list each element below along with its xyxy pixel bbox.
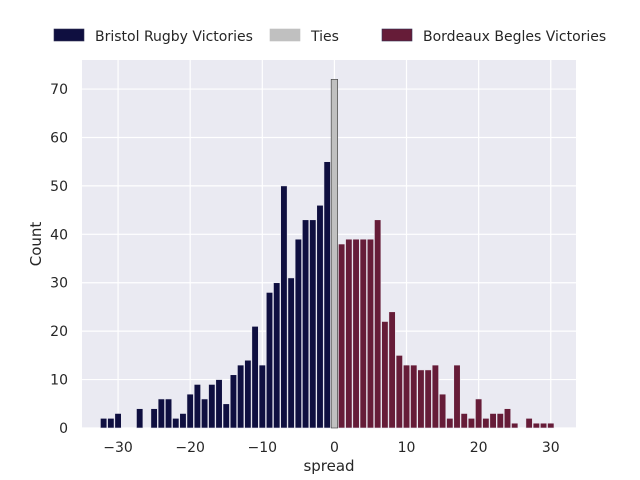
bar-bordeaux (540, 422, 548, 429)
x-axis-label: spread (303, 457, 354, 475)
bar-bristol (229, 374, 237, 429)
bar-bordeaux (338, 243, 346, 429)
bar-bristol (273, 282, 281, 429)
bar-bordeaux (417, 369, 425, 429)
bar-bordeaux (460, 413, 468, 429)
bar-bordeaux (381, 321, 389, 429)
bar-bordeaux (532, 422, 540, 429)
bar-bristol (287, 277, 295, 429)
y-tick-label: 30 (50, 276, 68, 292)
y-tick-label: 60 (50, 130, 68, 146)
y-tick-label: 70 (50, 82, 68, 98)
x-axis-ticks: −30 −20 −10 0 10 20 30 (103, 440, 559, 456)
bar-bristol (323, 161, 331, 429)
bar-bordeaux (424, 369, 432, 429)
bar-bristol (302, 219, 310, 429)
bar-bristol (258, 364, 266, 429)
legend-swatch (53, 28, 85, 42)
bar-bordeaux (467, 418, 475, 429)
bar-bristol (280, 185, 288, 429)
bar-bristol (215, 379, 223, 429)
bar-bristol (172, 418, 180, 429)
bar-bordeaux (446, 418, 454, 429)
x-tick-label: 0 (330, 440, 339, 456)
bar-bordeaux (352, 238, 360, 429)
y-tick-label: 0 (59, 421, 68, 437)
bar-bordeaux (503, 408, 512, 429)
y-axis-label: Count (27, 222, 45, 267)
bar-bristol (201, 398, 209, 429)
bar-bordeaux (525, 418, 533, 429)
bar-bristol (157, 398, 165, 429)
bar-bristol (309, 219, 317, 429)
bar-bristol (208, 384, 216, 429)
legend-swatch (269, 28, 301, 42)
bar-bordeaux (402, 364, 411, 429)
bar-bordeaux (395, 355, 403, 429)
bar-bristol (294, 238, 302, 429)
bar-bordeaux (511, 422, 519, 429)
bar-bristol (316, 204, 324, 429)
legend-swatch (381, 28, 413, 42)
y-axis-ticks: 0 10 20 30 40 50 60 70 (50, 82, 68, 437)
y-tick-label: 20 (50, 324, 68, 340)
x-tick-label: −10 (248, 440, 278, 456)
bar-bristol (164, 398, 173, 429)
bar-bristol (265, 292, 274, 429)
y-tick-label: 40 (50, 227, 68, 243)
bar-bordeaux (547, 422, 555, 429)
bar-bristol (100, 418, 108, 429)
y-tick-label: 10 (50, 373, 68, 389)
bars (100, 79, 555, 429)
bar-bordeaux (439, 393, 447, 429)
bar-bristol (237, 364, 245, 429)
bar-bristol (244, 359, 252, 429)
bar-bordeaux (388, 311, 396, 429)
bar-tie (330, 79, 338, 429)
x-tick-label: −20 (175, 440, 205, 456)
bar-bristol (179, 413, 187, 429)
bar-bristol (193, 384, 201, 429)
x-tick-label: 20 (470, 440, 488, 456)
legend-label: Bordeaux Begles Victories (423, 29, 606, 45)
x-tick-label: 30 (542, 440, 560, 456)
bar-bristol (222, 403, 230, 429)
bar-bordeaux (366, 238, 375, 429)
bar-bristol (136, 408, 144, 429)
bar-bordeaux (489, 413, 497, 429)
bar-bristol (186, 393, 194, 429)
bar-bordeaux (453, 364, 461, 429)
legend-label: Ties (310, 29, 339, 45)
bar-bordeaux (496, 413, 504, 429)
bar-bristol (107, 418, 115, 429)
bar-bristol (150, 408, 158, 429)
x-tick-label: −30 (103, 440, 133, 456)
bar-bordeaux (359, 238, 367, 429)
bar-bristol (114, 413, 122, 429)
x-tick-label: 10 (398, 440, 416, 456)
bar-bordeaux (410, 364, 418, 429)
bar-bordeaux (374, 219, 382, 429)
bar-bordeaux (482, 418, 490, 429)
legend-label: Bristol Rugby Victories (95, 29, 253, 45)
bar-bristol (251, 326, 259, 429)
legend: Bristol Rugby Victories Ties Bordeaux Begl… (53, 28, 606, 45)
bar-bordeaux (345, 238, 353, 429)
bar-bordeaux (431, 364, 439, 429)
y-tick-label: 50 (50, 179, 68, 195)
bar-bordeaux (475, 398, 483, 429)
